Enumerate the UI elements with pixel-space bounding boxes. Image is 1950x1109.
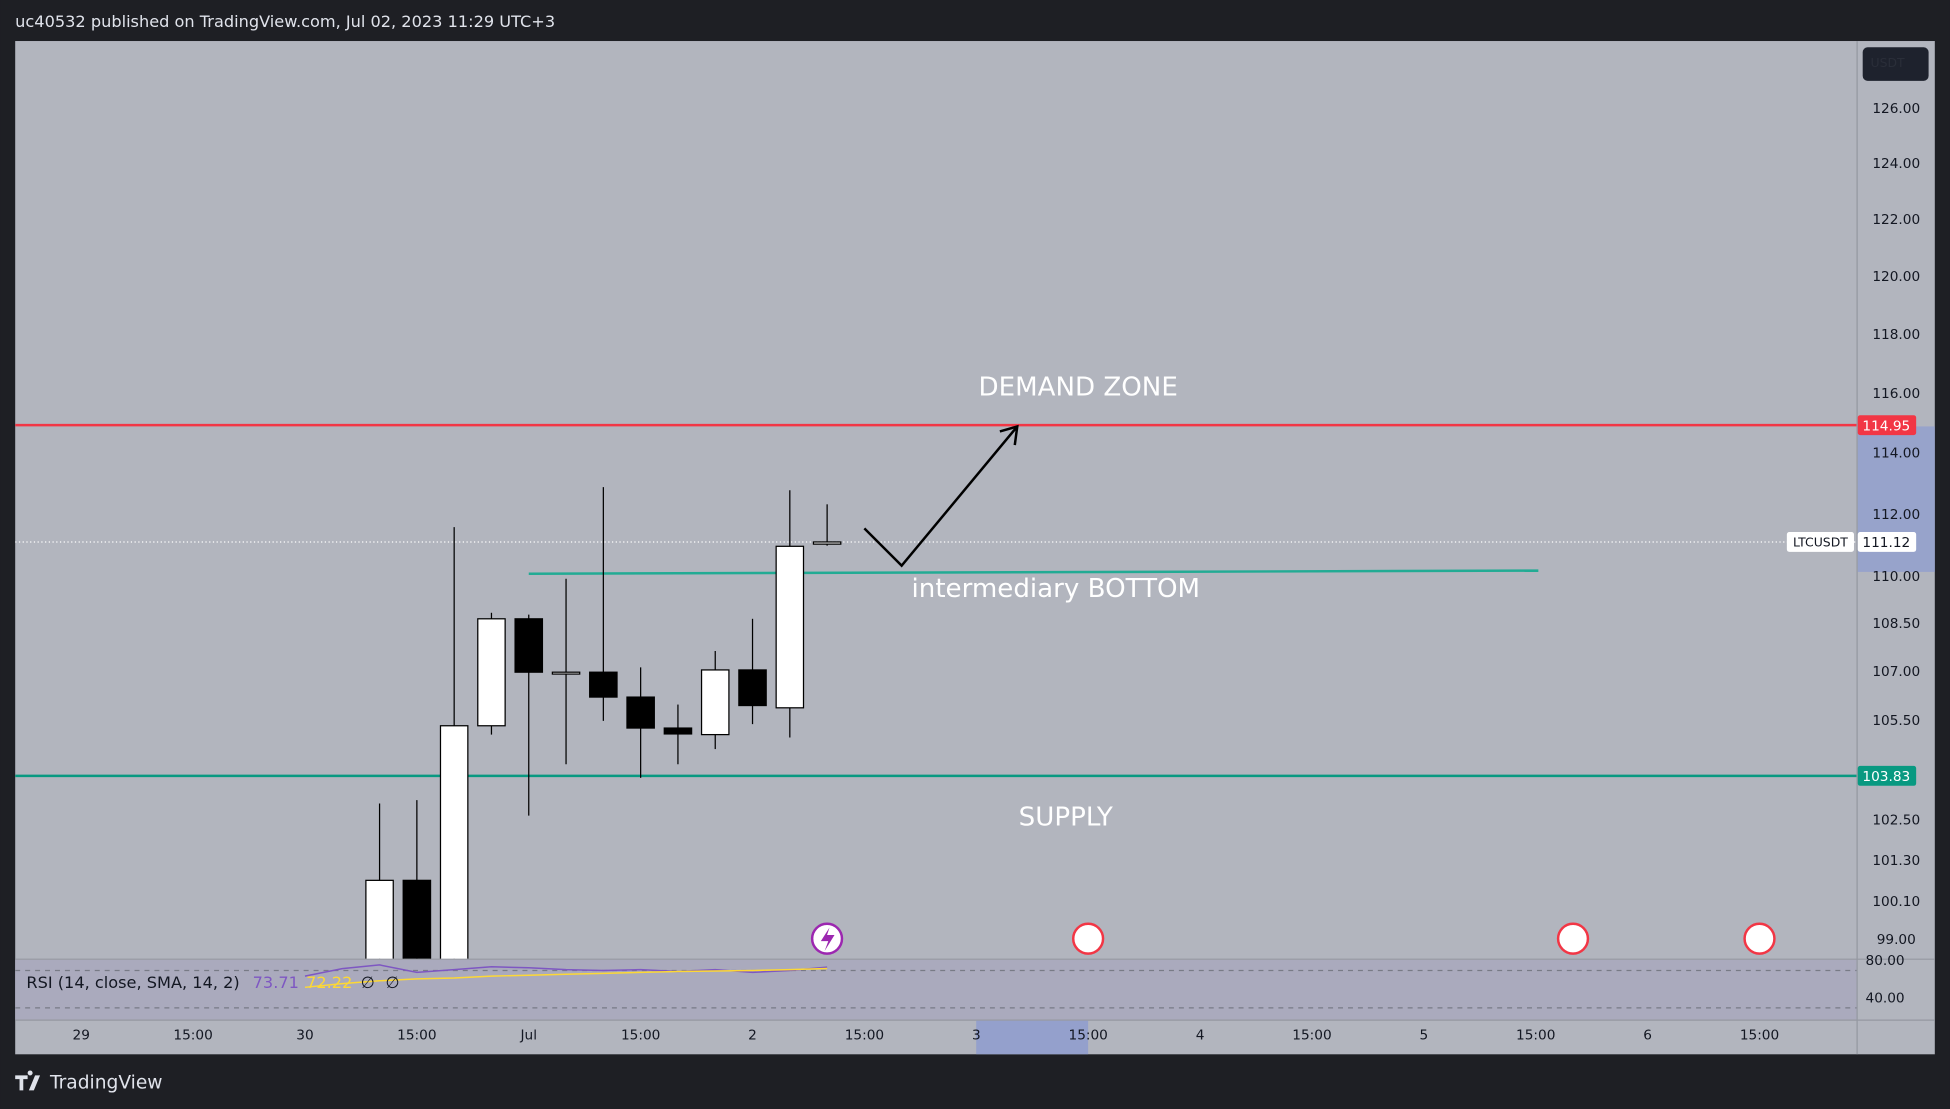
x-tick-label: 3	[972, 1028, 981, 1044]
price-label: 103.83	[1862, 769, 1910, 785]
y-tick-label: 112.00	[1872, 507, 1920, 523]
y-tick-label: 114.00	[1872, 446, 1920, 462]
y-tick-label: 101.30	[1872, 853, 1920, 869]
x-tick-label: Jul	[520, 1028, 537, 1044]
y-tick-label: 126.00	[1872, 101, 1920, 117]
y-tick-label: 118.00	[1872, 327, 1920, 343]
candle-body	[477, 618, 506, 727]
annotation: intermediary BOTTOM	[912, 574, 1201, 604]
trend-line	[528, 569, 1539, 575]
arrow-drawing	[863, 425, 1019, 568]
y-tick-label: 110.00	[1872, 569, 1920, 585]
candle-body	[365, 879, 394, 959]
x-tick-label: 6	[1643, 1028, 1652, 1044]
x-tick-label: 30	[296, 1028, 313, 1044]
x-tick-label: 15:00	[1292, 1028, 1331, 1044]
axes: 126.00 124.00 122.00 120.00 118.00 116.00 114.…	[26, 101, 1920, 1044]
y-tick-label: 116.00	[1872, 386, 1920, 402]
logo-text: TradingView	[49, 1072, 163, 1093]
main-pane	[15, 423, 1857, 959]
logo-mark	[15, 1070, 41, 1091]
y-tick-label: 124.00	[1872, 156, 1920, 172]
y-tick-label: 120.00	[1872, 269, 1920, 285]
rsi-legend-value: 72.22	[306, 973, 352, 992]
rsi-plot	[15, 964, 1857, 1009]
rsi-line	[304, 967, 828, 989]
candle-body	[551, 671, 581, 675]
candle-body	[700, 669, 730, 736]
candle-body	[402, 879, 432, 959]
last-price-box	[1857, 532, 1917, 552]
rsi-legend-value: 73.71	[253, 973, 299, 992]
rsi-line	[304, 964, 828, 977]
rsi-tick-label: 40.00	[1866, 991, 1905, 1007]
symbol-label: LTCUSDT	[1793, 535, 1848, 550]
y-tick-label: 108.50	[1872, 616, 1920, 632]
y-tick-label: 100.10	[1872, 894, 1920, 910]
candle-body	[626, 696, 655, 729]
header-text: uc40532 published on TradingView.com, Ju…	[15, 12, 555, 31]
currency-button[interactable]	[1862, 47, 1929, 81]
x-tick-label: 15:00	[845, 1028, 884, 1044]
symbol-label-box	[1786, 532, 1854, 552]
y-tick-label: 107.00	[1872, 664, 1920, 680]
candle-body	[812, 541, 842, 545]
candle-body	[439, 725, 469, 959]
price-label-box	[1857, 765, 1917, 786]
x-tick-label: 15:00	[173, 1028, 212, 1044]
x-tick-label: 15:00	[1069, 1028, 1108, 1044]
chart-area	[15, 41, 1935, 1055]
logo: TradingView	[15, 1070, 163, 1093]
candle-body	[589, 671, 618, 698]
x-tick-label: 5	[1419, 1028, 1428, 1044]
x-tick-label: 15:00	[397, 1028, 436, 1044]
rsi-legend-extra: ∅	[361, 973, 375, 992]
x-tick-label: 4	[1196, 1028, 1205, 1044]
x-tick-label: 29	[73, 1028, 90, 1044]
y-tick-label: 99.00	[1877, 932, 1916, 948]
x-tick-label: 15:00	[1740, 1028, 1779, 1044]
annotation: SUPPLY	[1019, 803, 1113, 833]
price-label-box	[1857, 415, 1917, 436]
event-icon[interactable]	[1743, 922, 1776, 955]
time-range-highlight	[976, 1020, 1089, 1055]
x-tick-label: 2	[748, 1028, 757, 1044]
y-tick-label: 102.50	[1872, 812, 1920, 828]
x-tick-label: 15:00	[621, 1028, 660, 1044]
last-price-label: 111.12	[1862, 535, 1910, 551]
annotation: DEMAND ZONE	[979, 372, 1178, 402]
y-tick-label: 105.50	[1872, 713, 1920, 729]
candle-body	[775, 545, 805, 709]
candle-body	[738, 669, 767, 707]
price-label: 114.95	[1862, 418, 1910, 434]
rsi-pane	[15, 959, 1857, 1020]
candle-body	[514, 618, 544, 673]
candle-body	[663, 727, 693, 735]
rsi-title: RSI (14, close, SMA, 14, 2)	[26, 973, 239, 992]
event-icon[interactable]	[1556, 922, 1590, 955]
rsi-legend-extra: ∅	[386, 973, 400, 992]
event-icons	[810, 922, 1776, 955]
x-tick-label: 15:00	[1516, 1028, 1555, 1044]
rsi-tick-label: 80.00	[1866, 953, 1905, 969]
event-icon[interactable]	[1071, 922, 1105, 955]
y-tick-label: 122.00	[1872, 212, 1920, 228]
currency-label[interactable]: USDT	[1870, 55, 1905, 70]
event-icon-glyph	[820, 927, 835, 952]
arrow-head	[999, 424, 1019, 446]
